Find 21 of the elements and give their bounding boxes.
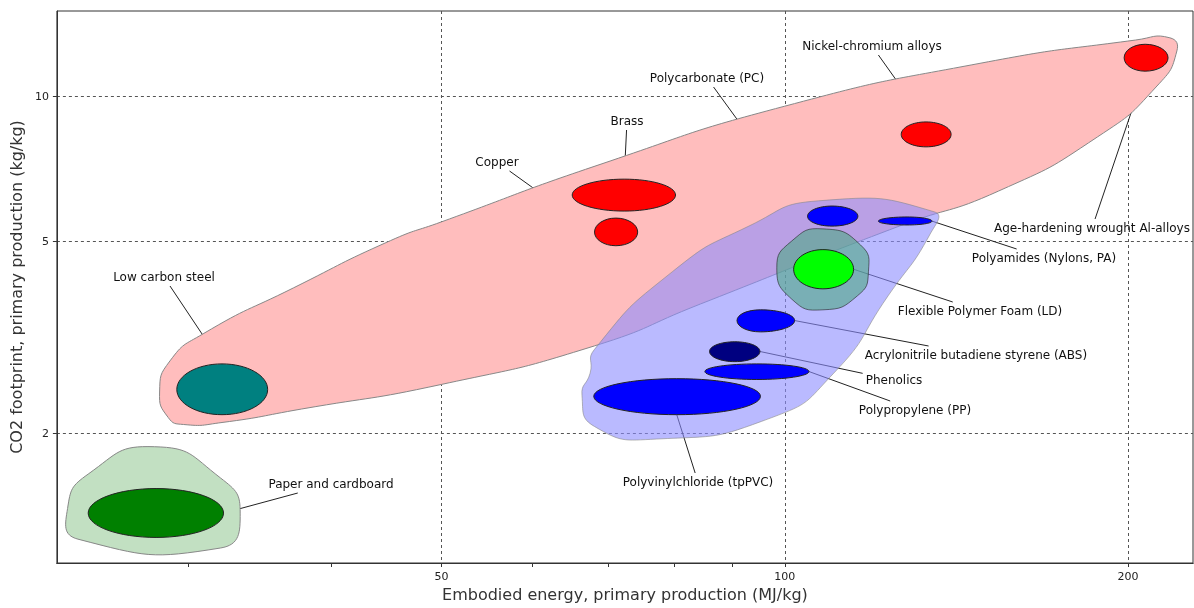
annotation: Acrylonitrile butadiene styrene (ABS) [864,348,1088,362]
annotation: Paper and cardboard [268,477,394,491]
y-tick-label: 5 [41,234,49,248]
x-tick-label: 200 [1117,570,1139,583]
x-tick-label: 50 [434,570,449,583]
annotation: Polyamides (Nylons, PA) [971,251,1117,265]
annotation: Polypropylene (PP) [858,403,972,417]
y-axis-title: CO2 footprint, primary production (kg/kg) [6,120,26,454]
x-tick-label: 100 [774,570,796,583]
x-axis-title: Embodied energy, primary production (MJ/kg) [442,585,808,605]
annotation: Copper [475,155,519,169]
annotation: Nickel-chromium alloys [802,39,942,53]
y-tick-label: 2 [41,427,49,441]
y-tick-label: 10 [34,89,49,103]
annotation: Polyvinylchloride (tpPVC) [622,475,774,489]
annotation: Polycarbonate (PC) [649,71,765,85]
annotation: Low carbon steel [113,270,215,284]
annotation: Phenolics [865,373,923,387]
annotation: Age-hardening wrought Al-alloys [994,221,1190,235]
annotation: Brass [610,114,644,128]
annotation: Flexible Polymer Foam (LD) [897,304,1063,318]
